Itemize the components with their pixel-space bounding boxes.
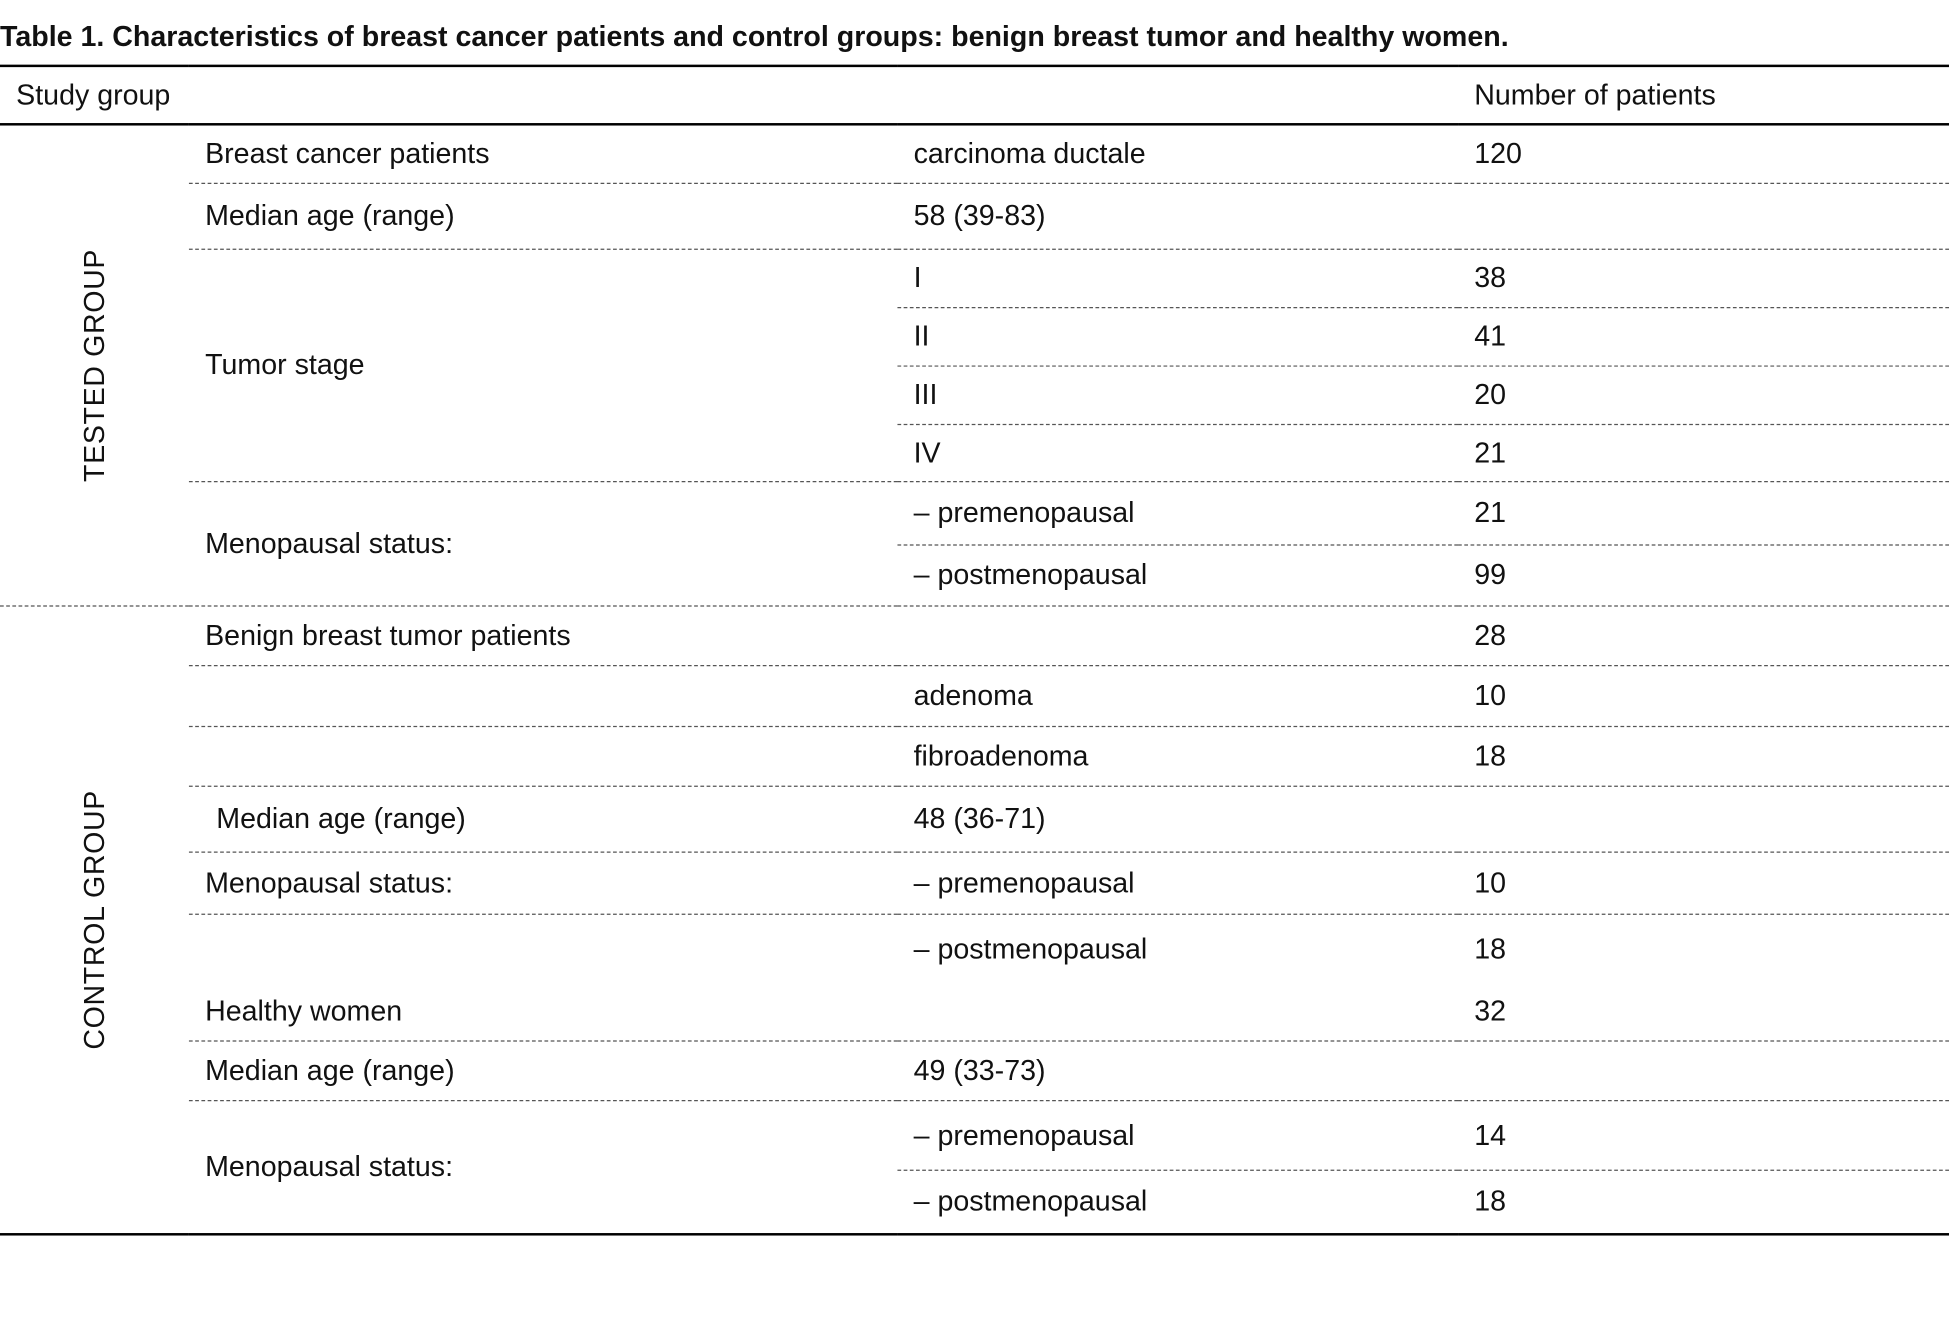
table-row: Menopausal status: – premenopausal 14 — [0, 1100, 1949, 1182]
healthy-premenopausal-count: 14 — [1458, 1100, 1949, 1171]
table-row: adenoma 10 — [0, 665, 1949, 727]
table-row: – postmenopausal 18 — [0, 914, 1949, 984]
table-row: CONTROL GROUP Benign breast tumor patien… — [0, 605, 1949, 1049]
control-group-label-cell: CONTROL GROUP — [0, 605, 189, 1234]
empty-cell — [188, 725, 898, 787]
stage-iv: IV — [897, 423, 1459, 482]
benign-postmenopausal-count: 18 — [1474, 931, 1507, 965]
table-row: Median age (range) 58 (39-83) — [0, 182, 1949, 250]
stage-ii-count: 41 — [1458, 307, 1949, 367]
stage-ii: II — [897, 307, 1459, 367]
control-group-label: CONTROL GROUP — [77, 789, 111, 1050]
tested-group-label: TESTED GROUP — [77, 248, 111, 482]
stage-iii: III — [897, 365, 1459, 425]
table-row: – postmenopausal 18 — [0, 1170, 1949, 1235]
breast-cancer-type: carcinoma ductale — [897, 124, 1459, 184]
characteristics-table: Study group Number of patients TESTED GR… — [0, 64, 1949, 1236]
table-row: – postmenopausal 99 — [0, 544, 1949, 606]
adenoma-count: 10 — [1458, 665, 1949, 727]
healthy-count: 32 — [1458, 983, 1949, 1042]
tested-median-age-value: 58 (39-83) — [897, 182, 1949, 250]
healthy-premenopausal: – premenopausal — [897, 1100, 1459, 1171]
benign-postmenopausal: – postmenopausal — [913, 931, 1148, 965]
fibroadenoma-label: fibroadenoma — [897, 725, 1459, 787]
table-row: III 20 — [0, 365, 1949, 425]
tested-postmenopausal-count: 99 — [1458, 544, 1949, 606]
tested-median-age-text: 58 (39-83) — [913, 198, 1046, 232]
stage-i: I — [897, 248, 1459, 308]
table-row: Menopausal status: – premenopausal 21 — [0, 481, 1949, 606]
stage-iv-count: 21 — [1458, 423, 1949, 482]
healthy-median-age-value: 49 (33-73) — [897, 1040, 1949, 1101]
benign-premenopausal: – premenopausal — [897, 851, 1459, 915]
tested-premenopausal: – premenopausal — [897, 481, 1459, 546]
tumor-stage-label: Tumor stage — [188, 248, 898, 482]
healthy-label: Healthy women — [188, 983, 1459, 1042]
table-row: TESTED GROUP Breast cancer patients carc… — [0, 124, 1949, 606]
document: Table 1. Characteristics of breast cance… — [0, 19, 1949, 1236]
benign-premenopausal-count: 10 — [1458, 851, 1949, 915]
tested-group-label-cell: TESTED GROUP — [0, 124, 189, 606]
tested-menopausal-label: Menopausal status: — [188, 481, 898, 606]
table-row: Median age (range) 48 (36-71) — [0, 785, 1949, 853]
table-caption: Table 1. Characteristics of breast cance… — [0, 19, 1509, 53]
breast-cancer-label: Breast cancer patients — [188, 124, 898, 184]
table-row: IV 21 — [0, 423, 1949, 482]
benign-menopausal-label: Menopausal status: — [188, 851, 898, 915]
healthy-postmenopausal-count: 18 — [1474, 1184, 1507, 1218]
table-row: Tumor stage I 38 — [0, 248, 1949, 482]
table-row: Median age (range) 49 (33-73) — [0, 1040, 1949, 1101]
empty-cell — [188, 665, 898, 727]
header-number-of-patients: Number of patients — [1458, 65, 1949, 126]
fibroadenoma-count: 18 — [1458, 725, 1949, 787]
breast-cancer-count: 120 — [1458, 124, 1949, 184]
benign-median-age-value: 48 (36-71) — [897, 785, 1949, 853]
tested-median-age-label: Median age (range) — [188, 182, 898, 250]
stage-i-count: 38 — [1458, 248, 1949, 308]
benign-label: Benign breast tumor patients — [188, 605, 1459, 666]
stage-iii-count: 20 — [1458, 365, 1949, 425]
empty-cell — [189, 914, 898, 984]
table-row: Healthy women 32 — [0, 983, 1949, 1042]
header-study-group: Study group — [0, 65, 1459, 126]
healthy-menopausal-label: Menopausal status: — [205, 1150, 454, 1183]
healthy-postmenopausal: – postmenopausal — [913, 1184, 1148, 1218]
benign-median-age-label: Median age (range) — [188, 785, 898, 853]
table-row: II 41 — [0, 307, 1949, 367]
adenoma-label: adenoma — [897, 665, 1459, 727]
table-row: fibroadenoma 18 — [0, 725, 1949, 787]
benign-count: 28 — [1458, 605, 1949, 666]
tested-postmenopausal: – postmenopausal — [897, 544, 1459, 606]
table-row: Menopausal status: – premenopausal 10 — [0, 851, 1949, 915]
header-row: Study group Number of patients — [0, 65, 1949, 126]
tested-premenopausal-count: 21 — [1458, 481, 1949, 546]
healthy-median-age-label: Median age (range) — [188, 1040, 898, 1101]
